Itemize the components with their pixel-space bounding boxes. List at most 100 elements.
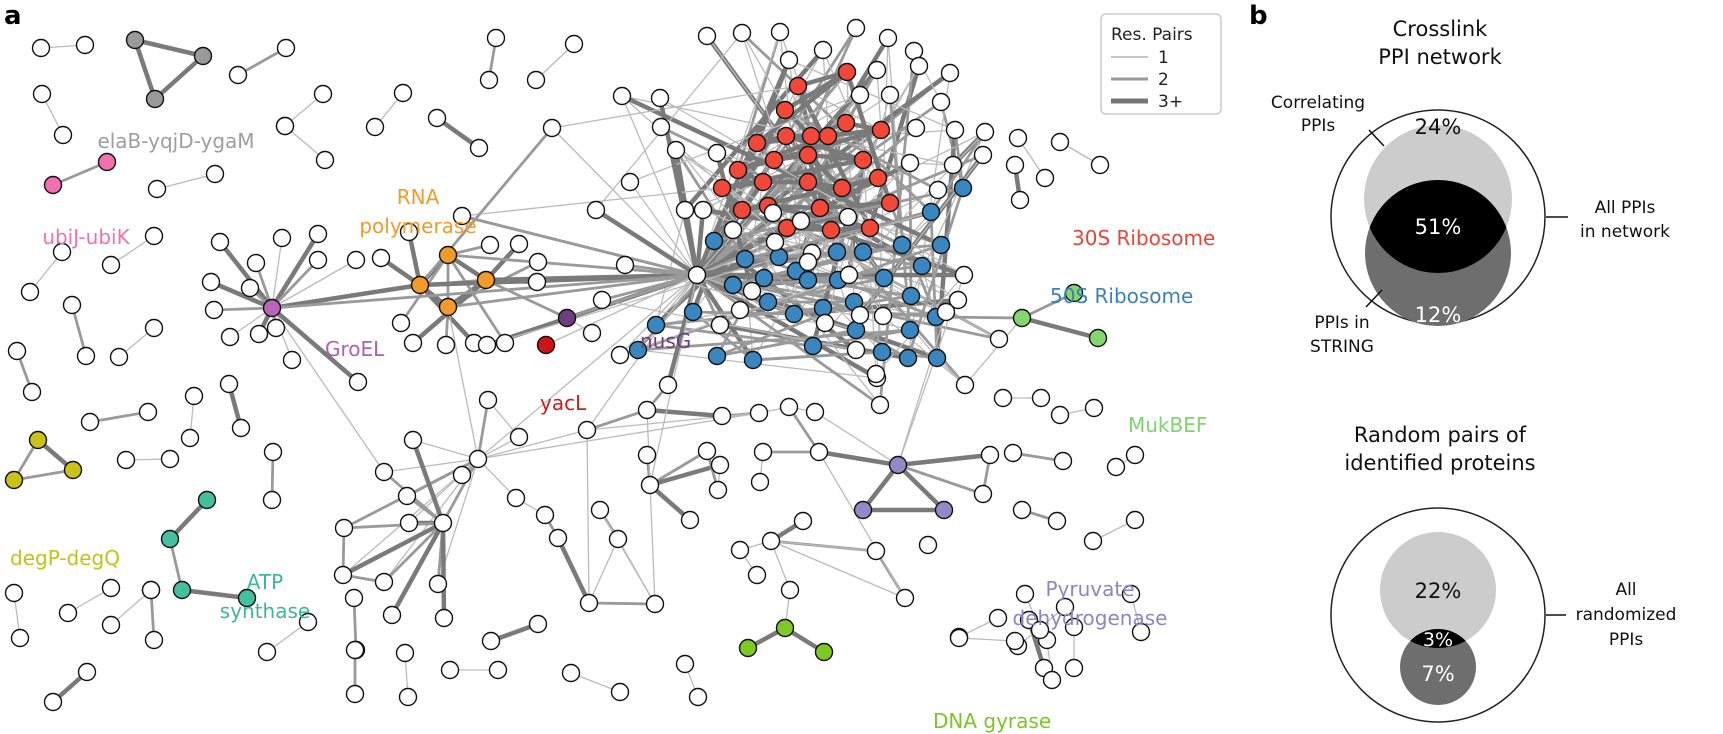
protein-node bbox=[838, 207, 858, 227]
protein-node bbox=[31, 38, 51, 58]
protein-node bbox=[615, 255, 635, 275]
network-edge bbox=[754, 69, 850, 146]
network-edge bbox=[712, 239, 798, 273]
protein-node-gyrase bbox=[775, 618, 795, 638]
venn-network-overlap bbox=[1365, 180, 1511, 273]
protein-node bbox=[590, 500, 610, 520]
protein-node-ribo50 bbox=[707, 346, 727, 366]
protein-node-ribo50 bbox=[892, 235, 912, 255]
network-edge bbox=[12, 468, 75, 482]
network-edge bbox=[599, 509, 656, 605]
protein-node bbox=[730, 540, 750, 560]
protein-node bbox=[315, 150, 335, 170]
protein-node bbox=[486, 28, 506, 48]
protein-node-ribo30 bbox=[801, 126, 821, 146]
protein-node bbox=[542, 118, 562, 138]
network-edge bbox=[383, 458, 479, 473]
protein-node bbox=[399, 513, 419, 533]
protein-node bbox=[770, 22, 790, 42]
network-edge bbox=[783, 108, 940, 192]
protein-node bbox=[509, 427, 529, 447]
protein-node-ribo50 bbox=[921, 202, 941, 222]
network-edge bbox=[270, 273, 699, 310]
network-edge bbox=[1020, 291, 1076, 320]
protein-node bbox=[204, 300, 224, 320]
protein-node bbox=[1047, 511, 1067, 531]
legend-title: Res. Pairs bbox=[1111, 25, 1193, 45]
network-edge bbox=[412, 439, 479, 460]
protein-node-degp bbox=[4, 470, 24, 490]
protein-node bbox=[710, 315, 730, 335]
network-edge bbox=[648, 449, 709, 487]
protein-node-ribo50 bbox=[803, 336, 823, 356]
protein-node-atp bbox=[160, 529, 180, 549]
protein-node bbox=[20, 282, 40, 302]
network-edge bbox=[551, 127, 698, 276]
label-groel: GroEL bbox=[325, 337, 385, 361]
protein-node bbox=[479, 70, 499, 90]
network-edge bbox=[271, 307, 385, 473]
protein-node bbox=[180, 428, 200, 448]
venn-network-pct-string: 12% bbox=[1415, 303, 1462, 327]
panel-letter-a: a bbox=[4, 1, 22, 31]
venn-random-title-1: Random pairs of bbox=[1354, 423, 1527, 447]
protein-node bbox=[58, 603, 78, 623]
protein-node bbox=[931, 92, 951, 112]
protein-node bbox=[750, 472, 770, 492]
protein-node bbox=[1008, 128, 1028, 148]
network-edge bbox=[700, 207, 834, 233]
protein-node bbox=[993, 388, 1013, 408]
network-edge bbox=[51, 160, 109, 187]
protein-node bbox=[334, 518, 354, 538]
protein-node bbox=[954, 265, 974, 285]
protein-node bbox=[391, 313, 411, 333]
venn-network-string-leader bbox=[1365, 289, 1383, 308]
protein-node bbox=[7, 341, 27, 361]
protein-node-ribo50 bbox=[827, 242, 847, 262]
protein-node bbox=[1053, 451, 1073, 471]
protein-node bbox=[365, 117, 385, 137]
protein-node bbox=[535, 505, 555, 525]
protein-node bbox=[989, 329, 1009, 349]
protein-node bbox=[918, 535, 938, 555]
protein-node bbox=[144, 630, 164, 650]
protein-node-ribo50 bbox=[754, 268, 774, 288]
venn-network-all-label-1: All PPIs bbox=[1595, 198, 1656, 218]
protein-node bbox=[640, 475, 660, 495]
network-edge bbox=[269, 282, 423, 311]
protein-node-ribo50 bbox=[912, 256, 932, 276]
protein-node-ribo50 bbox=[769, 247, 789, 267]
protein-node-ribo30 bbox=[860, 218, 880, 238]
protein-node bbox=[348, 372, 368, 392]
protein-node bbox=[1031, 388, 1051, 408]
protein-node bbox=[469, 138, 489, 158]
protein-node bbox=[586, 200, 606, 220]
protein-node bbox=[1012, 500, 1032, 520]
protein-node-ribo50 bbox=[628, 340, 648, 360]
protein-node bbox=[228, 65, 248, 85]
label-pdh-1: Pyruvate bbox=[1045, 577, 1134, 601]
protein-node-ribo30 bbox=[832, 178, 852, 198]
venn-network-pct-overlap: 51% bbox=[1415, 215, 1462, 239]
network-edge bbox=[814, 411, 899, 466]
network-edge bbox=[156, 173, 216, 190]
network-edge bbox=[964, 317, 1023, 386]
protein-node-groel bbox=[262, 298, 282, 318]
protein-node bbox=[403, 430, 423, 450]
protein-node bbox=[650, 88, 670, 108]
protein-node bbox=[948, 290, 968, 310]
network-edge bbox=[795, 83, 873, 231]
protein-node bbox=[732, 23, 752, 43]
network-edge bbox=[816, 449, 901, 468]
network-edge bbox=[660, 126, 881, 406]
protein-node bbox=[561, 663, 581, 683]
protein-node bbox=[428, 574, 448, 594]
protein-node bbox=[870, 395, 890, 415]
protein-node bbox=[940, 63, 960, 83]
protein-node bbox=[231, 418, 251, 438]
protein-node bbox=[116, 450, 136, 470]
venn-random-string-circle bbox=[1400, 629, 1476, 705]
protein-node bbox=[1083, 531, 1103, 551]
protein-node bbox=[53, 125, 73, 145]
network-edge bbox=[712, 186, 965, 243]
